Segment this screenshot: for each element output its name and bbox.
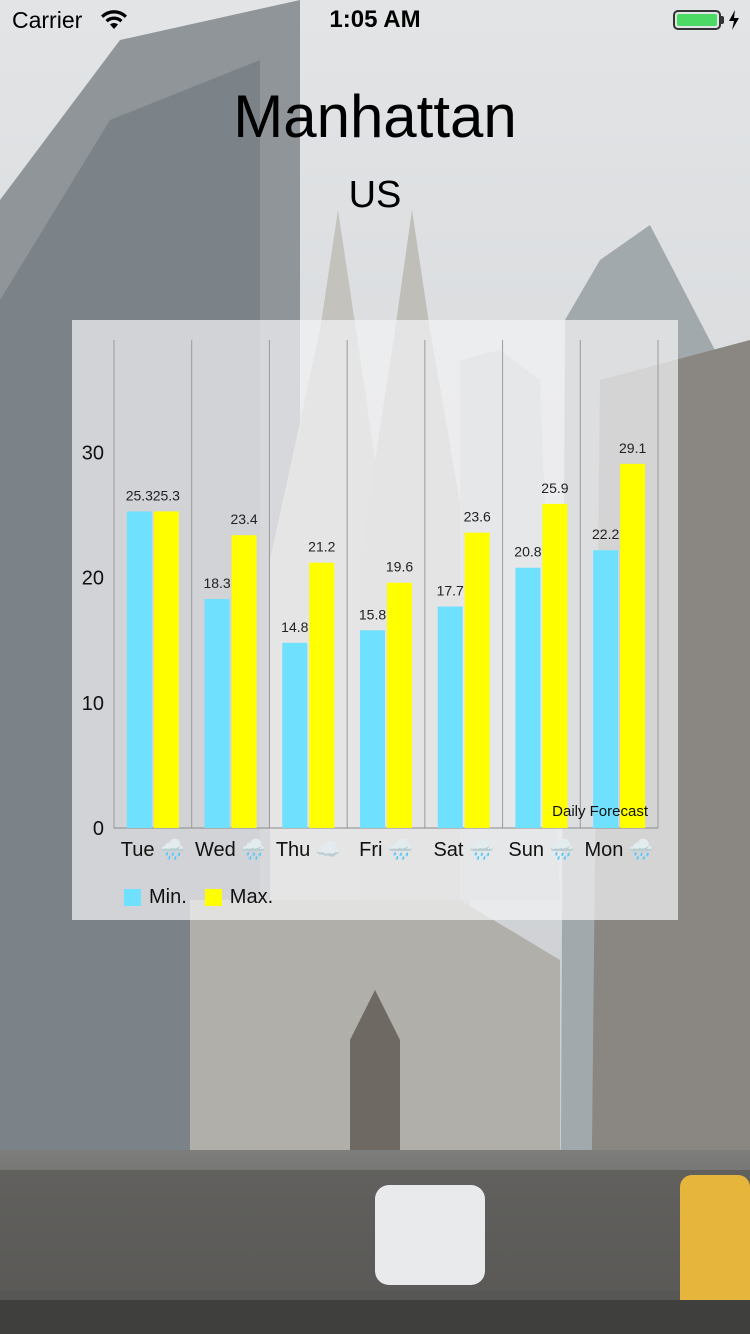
bar-max	[464, 532, 490, 828]
bar-max	[542, 503, 568, 828]
legend-swatch-min	[124, 888, 141, 906]
bar-min	[282, 642, 308, 828]
y-tick-label: 10	[82, 693, 104, 715]
x-category-label: Tue 🌧️	[121, 837, 185, 861]
legend-label-min: Min.	[149, 885, 187, 908]
y-tick-label: 0	[93, 818, 104, 840]
x-category-label: Mon 🌧️	[584, 837, 653, 861]
bar-value-label: 18.3	[203, 575, 230, 591]
legend-label-max: Max.	[229, 885, 274, 908]
bar-min	[360, 630, 385, 828]
bar-value-label: 20.8	[514, 544, 541, 560]
bar-min	[204, 599, 230, 828]
bar-value-label: 14.8	[281, 619, 308, 635]
city-title: Manhattan	[233, 83, 517, 150]
bar-min	[126, 511, 152, 828]
bar-value-label: 17.7	[437, 583, 464, 599]
wifi-icon	[101, 10, 127, 29]
bar-value-label: 25.3	[153, 487, 180, 503]
bar-max	[309, 562, 335, 828]
forecast-bar-chart[interactable]: 0 10 20 30 25.3 25.3 Tue 🌧️ 18.3 23.4 Wed 🌧️ 14.8 2…	[72, 320, 678, 920]
battery-tip	[721, 16, 724, 24]
bar-value-label: 25.3	[126, 487, 153, 503]
country-subtitle: US	[348, 174, 402, 216]
bar-value-label: 23.6	[464, 509, 491, 525]
bar-min	[593, 550, 619, 828]
legend-swatch-max	[204, 888, 222, 906]
bar-value-label: 15.8	[359, 606, 386, 622]
bar-value-label: 19.6	[386, 559, 413, 575]
bar-value-label: 23.4	[230, 511, 257, 527]
bar-min	[437, 606, 463, 828]
bar-value-label: 21.2	[308, 539, 335, 555]
legend-item-max: Max.	[204, 885, 274, 909]
battery-icon	[673, 10, 721, 30]
x-category-label: Fri 🌧️	[359, 837, 413, 861]
x-category-label: Thu ☁️	[276, 839, 341, 861]
bar-max	[153, 511, 179, 828]
charging-bolt-icon	[729, 10, 739, 30]
y-tick-label: 20	[82, 568, 104, 590]
bar-max	[387, 582, 412, 828]
chart-description: Daily Forecast	[552, 803, 649, 820]
carrier-label: Carrier	[12, 7, 83, 33]
status-bar: Carrier 1:05 AM	[0, 0, 750, 40]
status-time: 1:05 AM	[329, 6, 421, 33]
bar-value-label: 22.2	[592, 526, 619, 542]
bar-value-label: 25.9	[541, 480, 568, 496]
bar-min	[515, 567, 541, 828]
y-tick-label: 30	[82, 443, 104, 465]
bar-max	[231, 535, 257, 828]
x-category-label: Sun 🌧️	[508, 837, 574, 861]
legend-item-min: Min.	[124, 886, 187, 909]
bar-value-label: 29.1	[619, 440, 646, 456]
forecast-chart-card[interactable]: 0 10 20 30 25.3 25.3 Tue 🌧️ 18.3 23.4 Wed 🌧️ 14.8 2…	[72, 320, 678, 920]
x-category-label: Sat 🌧️	[433, 837, 493, 861]
battery-level-fill	[677, 14, 717, 26]
chart-legend: Min. Max.	[124, 884, 291, 910]
x-category-label: Wed 🌧️	[195, 837, 266, 861]
bar-max	[620, 463, 646, 828]
